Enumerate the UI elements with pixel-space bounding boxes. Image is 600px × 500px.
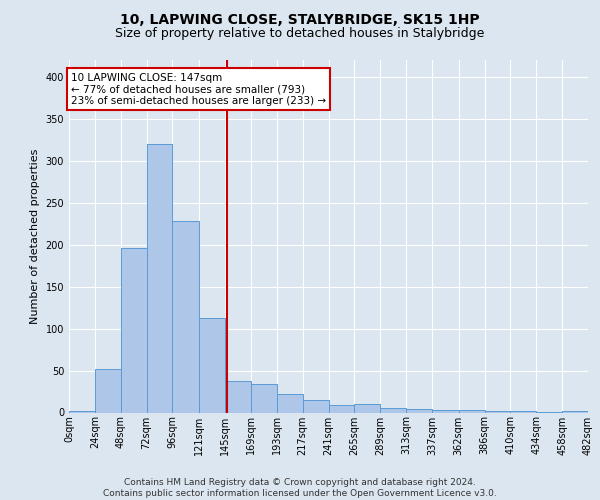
Bar — [432, 410, 459, 412]
Bar — [225, 380, 251, 412]
Bar — [355, 404, 380, 412]
Bar — [172, 221, 199, 412]
Bar — [277, 394, 302, 412]
Bar — [511, 411, 536, 412]
Bar — [329, 405, 355, 412]
Text: 10 LAPWING CLOSE: 147sqm
← 77% of detached houses are smaller (793)
23% of semi-: 10 LAPWING CLOSE: 147sqm ← 77% of detach… — [71, 72, 326, 106]
Bar — [406, 409, 432, 412]
Bar — [459, 410, 485, 412]
Bar — [562, 411, 588, 412]
Bar — [69, 411, 95, 412]
Text: Contains HM Land Registry data © Crown copyright and database right 2024.
Contai: Contains HM Land Registry data © Crown c… — [103, 478, 497, 498]
Text: 10, LAPWING CLOSE, STALYBRIDGE, SK15 1HP: 10, LAPWING CLOSE, STALYBRIDGE, SK15 1HP — [120, 12, 480, 26]
Bar — [121, 248, 146, 412]
Text: Size of property relative to detached houses in Stalybridge: Size of property relative to detached ho… — [115, 28, 485, 40]
Bar — [146, 144, 172, 412]
Bar — [251, 384, 277, 412]
Y-axis label: Number of detached properties: Number of detached properties — [30, 148, 40, 324]
Bar — [485, 411, 511, 412]
Bar — [199, 318, 225, 412]
Bar — [380, 408, 406, 412]
Bar — [95, 369, 121, 412]
Bar — [302, 400, 329, 412]
